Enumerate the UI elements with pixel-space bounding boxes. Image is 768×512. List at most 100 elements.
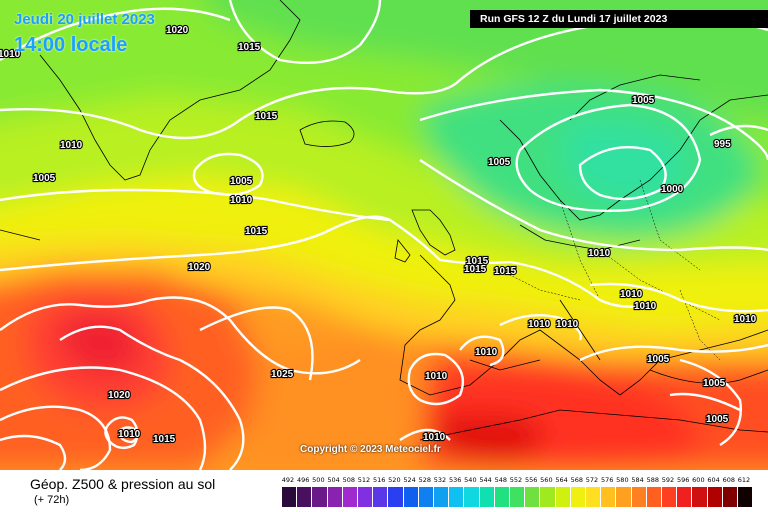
legend-color-swatch [554,487,570,507]
legend-value-label: 524 [403,476,416,484]
forecast-time: 14:00 locale [14,34,128,56]
legend-color-swatch [509,487,525,507]
isobar-label: 1005 [33,173,56,184]
legend-color-swatch [630,487,646,507]
legend-value-label: 556 [524,476,538,484]
legend-value-label: 592 [661,476,675,484]
isobar-label: 1010 [475,347,498,358]
isobar-label: 1010 [634,301,657,312]
copyright-text: Copyright © 2023 Meteociel.fr [300,444,441,455]
isobar-label: 1015 [494,266,517,277]
weather-map: 1020 1015 1010 1015 1010 1005 1005 1010 … [0,0,768,470]
isobar-label: 1010 [588,248,611,259]
legend-color-swatch [417,487,433,507]
legend-color-swatch [721,487,737,507]
legend-color-swatch [493,487,509,507]
legend-color-swatch [478,487,494,507]
legend-value-label: 588 [646,476,659,484]
isobar-label: 1005 [230,176,253,187]
legend-value-label: 548 [494,476,507,484]
isobar-label: 1005 [647,354,670,365]
legend-value-label: 560 [540,476,553,484]
coastlines [0,0,768,441]
legend-color-swatch [706,487,722,507]
isobar-label: 1010 [425,371,448,382]
legend-color-swatch [402,487,418,507]
legend-color-swatch [645,487,661,507]
isobar-label: 1010 [528,319,551,330]
forecast-date: Jeudi 20 juillet 2023 [14,11,155,28]
isobar-label: 1020 [108,390,131,401]
isobar-label: 1010 [620,289,643,300]
legend-value-label: 608 [722,476,735,484]
legend-value-label: 564 [555,476,568,484]
legend-value-label: 540 [464,476,477,484]
isobar-label: 1025 [271,369,294,380]
isobar-label: 1010 [734,314,757,325]
legend-color-swatch [372,487,388,507]
legend-color-swatch [357,487,373,507]
legend-color-swatch [433,487,449,507]
isobar-label: 1005 [706,414,729,425]
isobars [0,0,768,470]
map-svg: 1020 1015 1010 1015 1010 1005 1005 1010 … [0,0,768,470]
legend-value-label: 492 [281,476,295,484]
legend-value-label: 508 [342,476,355,484]
isobar-label: 1005 [488,157,511,168]
legend-value-label: 516 [372,476,386,484]
legend-color-swatch [311,487,327,507]
legend-color-swatch [326,487,342,507]
legend-value-label: 580 [616,476,629,484]
legend-value-label: 500 [312,476,325,484]
legend-value-label: 604 [707,476,720,484]
borders [499,179,721,361]
legend-color-swatch [463,487,479,507]
isobar-label: 1010 [556,319,579,330]
isobar-label: 1010 [118,429,141,440]
legend-color-swatch [661,487,677,507]
legend-value-label: 552 [509,476,523,484]
legend-value-label: 584 [631,476,644,484]
legend-color-swatch [539,487,555,507]
isobar-label: 1005 [703,378,726,389]
legend-color-swatch [600,487,616,507]
isobar-label: 1015 [466,256,489,267]
legend-color-swatch [691,487,707,507]
legend-value-label: 572 [585,476,599,484]
isobar-label: 1020 [166,25,189,36]
isobar-label: 1015 [464,264,487,275]
isobar-label: 1020 [188,262,211,273]
legend-color-swatch [737,487,753,507]
color-scale-legend: 492 496 500 504 508 512 516 520 524 528 532 536 540 5… [281,476,753,510]
isobar-label: 1015 [255,111,278,122]
isobar-label: 1005 [632,95,655,106]
isobar-labels: 1020 1015 1010 1015 1010 1005 1005 1010 … [0,24,758,446]
legend-color-swatch [524,487,540,507]
isobar-label: 1000 [661,184,684,195]
forecast-lead-time: (+ 72h) [34,494,70,506]
isobar-label: 1010 [0,49,21,60]
map-title: Géop. Z500 & pression au sol [30,476,216,492]
isobar-label: 1015 [245,226,268,237]
isobar-label: 1015 [153,434,176,445]
isobar-label: 1010 [230,195,253,206]
legend-color-swatch [448,487,464,507]
legend-value-label: 568 [570,476,583,484]
legend-value-label: 520 [388,476,401,484]
legend-value-label: 532 [433,476,447,484]
legend-value-label: 600 [692,476,705,484]
legend-value-label: 576 [600,476,614,484]
legend-value-label: 496 [296,476,310,484]
legend-color-swatch [615,487,631,507]
isobar-label: 1010 [60,140,83,151]
legend-value-label: 596 [676,476,690,484]
legend-value-label: 504 [327,476,340,484]
legend-color-swatch [296,487,312,507]
legend-color-swatch [676,487,692,507]
legend-color-swatch [387,487,403,507]
legend-value-label: 612 [737,476,751,484]
legend-value-label: 512 [357,476,371,484]
run-banner: Run GFS 12 Z du Lundi 17 juillet 2023 [470,10,768,28]
isobar-label: 1015 [238,42,261,53]
isobar-label: 995 [714,139,731,150]
